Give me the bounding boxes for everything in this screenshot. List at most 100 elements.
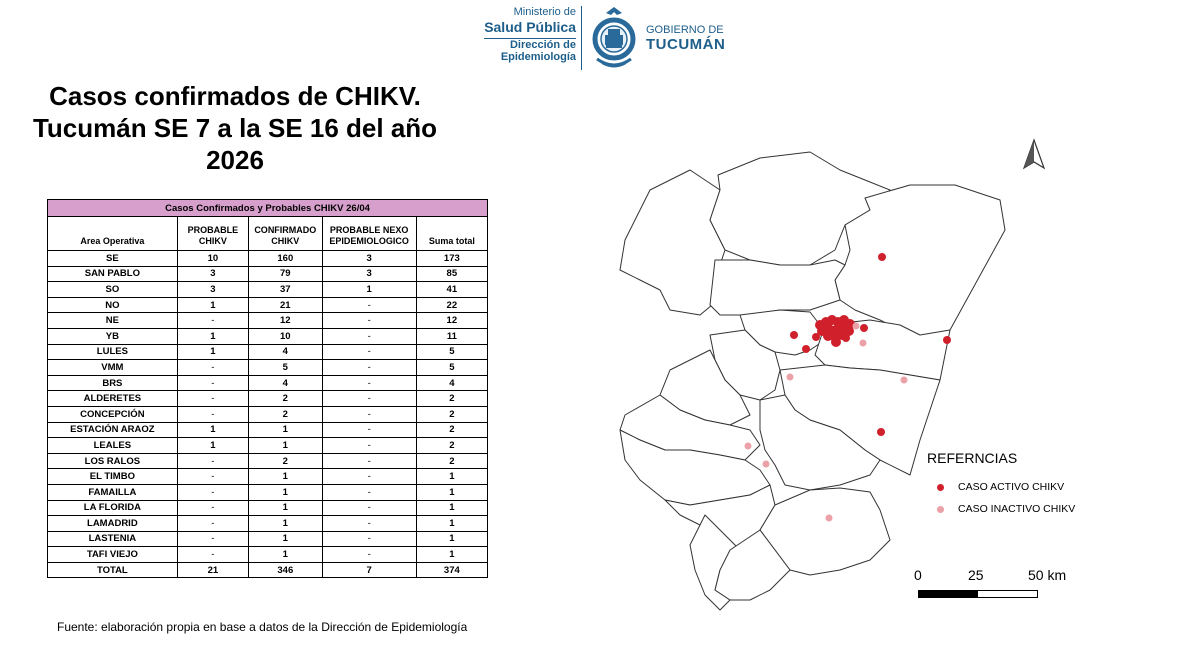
region-trancas	[709, 151, 891, 266]
value-cell: -	[321, 374, 417, 392]
value-cell: -	[321, 515, 417, 532]
scale-label-0: 0	[914, 567, 922, 583]
value-cell: 1	[176, 296, 250, 314]
salud-publica-label: Salud Pública	[484, 19, 576, 35]
value-cell: 2	[248, 452, 323, 470]
table-row: VMM -5-5	[47, 359, 489, 376]
active-case-point	[878, 253, 886, 261]
header-nexo: PROBABLE NEXO EPIDEMIOLOGICO	[321, 216, 417, 251]
value-cell: 21	[176, 561, 250, 579]
value-cell: 1	[248, 483, 323, 501]
value-cell: 37	[248, 281, 323, 298]
value-cell: 1	[248, 437, 323, 454]
value-cell: -	[321, 530, 417, 548]
value-cell: 1	[415, 468, 489, 485]
value-cell: -	[176, 359, 250, 376]
inactive-case-point	[744, 442, 752, 450]
value-cell: 3	[321, 265, 417, 283]
table-row: YB 1 10-11	[47, 327, 489, 345]
title-line-2: Tucumán SE 7 a la SE 16 del año	[32, 113, 438, 143]
value-cell: 1	[248, 468, 323, 485]
cases-table: Casos Confirmados y Probables CHIKV 26/0…	[47, 199, 489, 579]
value-cell: 2	[415, 390, 489, 407]
value-cell: 22	[415, 296, 489, 314]
value-cell: 160	[248, 250, 323, 267]
value-cell: 346	[248, 561, 323, 579]
active-case-point	[802, 345, 810, 353]
value-cell: 21	[248, 296, 323, 314]
source-note: Fuente: elaboración propia en base a dat…	[57, 620, 468, 634]
value-cell: 4	[415, 374, 489, 392]
value-cell: 85	[415, 265, 489, 283]
value-cell: 12	[248, 312, 323, 329]
table-row: FAMAILLA -1-1	[47, 483, 489, 501]
ministerio-label: Ministerio de	[513, 6, 576, 18]
area-cell: ALDERETES	[47, 390, 178, 407]
area-cell: LOS RALOS	[47, 452, 178, 470]
area-cell: YB	[47, 327, 178, 345]
value-cell: -	[321, 312, 417, 329]
inactive-case-point	[825, 514, 833, 522]
value-cell: 41	[415, 281, 489, 298]
active-case-point	[831, 337, 841, 347]
header-total: Suma total	[415, 216, 489, 251]
area-cell: NO	[47, 296, 178, 314]
inactive-case-legend-icon	[937, 506, 944, 513]
ministerio-logo-text: Ministerio de Salud Pública Dirección de…	[470, 6, 576, 63]
area-cell: FAMAILLA	[47, 483, 178, 501]
table-row: LAMADRID -1-1	[47, 515, 489, 532]
area-cell: LEALES	[47, 437, 178, 454]
value-cell: 5	[415, 359, 489, 376]
direccion-label: Dirección de	[509, 39, 576, 51]
value-cell: -	[321, 421, 417, 439]
logo-separator	[581, 6, 582, 70]
value-cell: 1	[176, 327, 250, 345]
area-cell: VMM	[47, 359, 178, 376]
value-cell: -	[321, 437, 417, 454]
area-cell: CONCEPCIÓN	[47, 405, 178, 423]
value-cell: 2	[415, 405, 489, 423]
logo-divider	[484, 38, 576, 39]
value-cell: 10	[248, 327, 323, 345]
value-cell: -	[176, 405, 250, 423]
area-cell: ESTACIÓN ARAOZ	[47, 421, 178, 439]
value-cell: 1	[415, 546, 489, 563]
table-row: CONCEPCIÓN -2-2	[47, 405, 489, 423]
value-cell: 1	[248, 421, 323, 439]
value-cell: 1	[176, 343, 250, 361]
active-case-point	[812, 333, 820, 341]
table-body: SE 10 160 3 173 SAN PABLO 3 79 3 85 SO 3 37 1 41 NO 1 21-…	[47, 250, 489, 579]
table-row: LEALES 1 1-2	[47, 437, 489, 454]
scale-label-25: 25	[968, 567, 984, 583]
active-case-points	[790, 253, 951, 436]
value-cell: -	[321, 499, 417, 517]
value-cell: 5	[415, 343, 489, 361]
table-row: BRS -4-4	[47, 374, 489, 392]
value-cell: 10	[176, 250, 250, 267]
table-row: SO 3 37 1 41	[47, 281, 489, 298]
value-cell: 1	[415, 499, 489, 517]
table-row: LULES 1 4-5	[47, 343, 489, 361]
value-cell: 2	[415, 452, 489, 470]
table-row: ALDERETES -2-2	[47, 390, 489, 407]
table-row: LASTENIA -1-1	[47, 530, 489, 548]
area-cell: TAFI VIEJO	[47, 546, 178, 563]
inactive-case-point	[900, 376, 908, 384]
value-cell: -	[176, 468, 250, 485]
value-cell: -	[176, 390, 250, 407]
area-cell: LASTENIA	[47, 530, 178, 548]
active-case-point	[943, 336, 951, 344]
value-cell: -	[176, 452, 250, 470]
gobierno-logo-text: GOBIERNO DE TUCUMÁN	[646, 24, 725, 53]
table-row: LOS RALOS -2-2	[47, 452, 489, 470]
table-row: NE -12-12	[47, 312, 489, 329]
table-caption: Casos Confirmados y Probables CHIKV 26/0…	[47, 199, 488, 217]
value-cell: -	[321, 390, 417, 407]
legend-inactive-label: CASO INACTIVO CHIKV	[958, 503, 1076, 515]
value-cell: -	[176, 530, 250, 548]
area-cell: SO	[47, 281, 178, 298]
gobierno-label: GOBIERNO DE	[646, 24, 724, 36]
table-row: SE 10 160 3 173	[47, 250, 489, 267]
inactive-case-point	[786, 373, 794, 381]
value-cell: -	[321, 468, 417, 485]
